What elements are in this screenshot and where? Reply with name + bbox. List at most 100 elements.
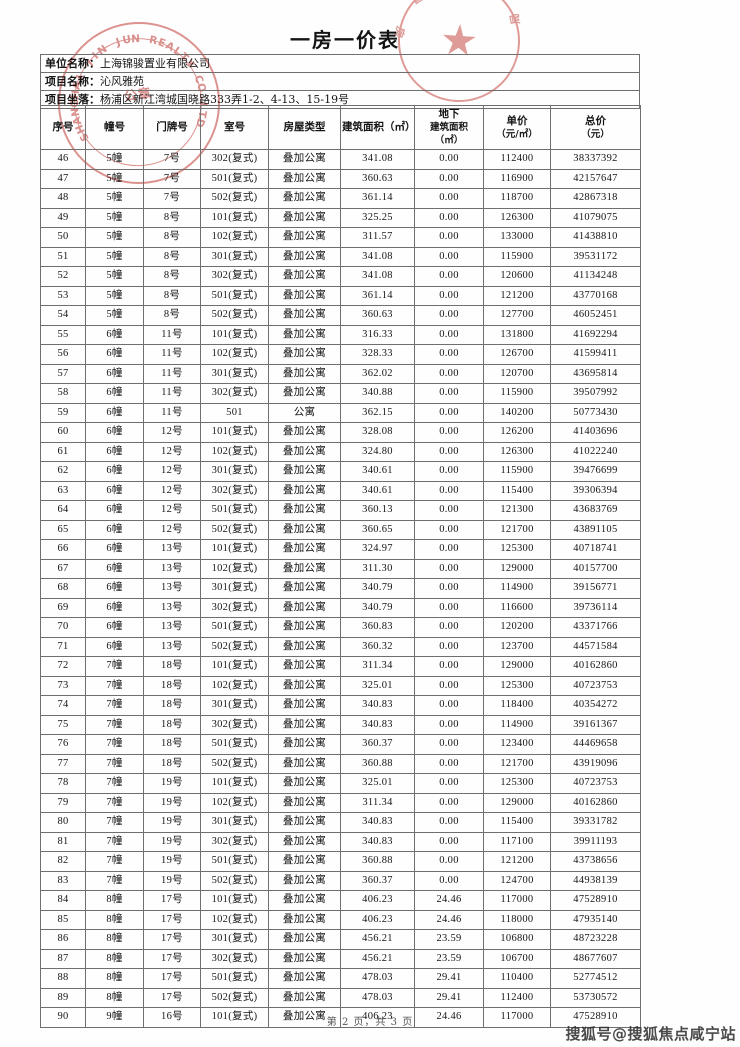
watermark-label: 搜狐号@搜狐焦点咸宁站 [565, 1025, 736, 1043]
cell-building: 5幢 [85, 168, 144, 189]
cell-total-price: 43770168 [550, 285, 641, 306]
cell-house-type: 叠加公寓 [268, 480, 341, 501]
cell-build-area: 406.23 [340, 890, 415, 911]
cell-room-number: 501(复式) [200, 617, 269, 638]
cell-total-price: 47528910 [550, 1007, 641, 1028]
cell-house-type: 叠加公寓 [268, 363, 341, 384]
cell-total-price: 39476699 [550, 461, 641, 482]
cell-building: 6幢 [85, 558, 144, 579]
cell-door-number: 7号 [143, 188, 201, 209]
cell-house-type: 公寓 [268, 402, 341, 423]
cell-underground-area: 29.41 [414, 968, 484, 989]
cell-house-type: 叠加公寓 [268, 285, 341, 306]
table-row: 46 5幢 7号 302(复式) 叠加公寓 341.08 0.00 112400 3833739… [40, 149, 641, 170]
cell-build-area: 406.23 [340, 909, 415, 930]
cell-room-number: 302(复式) [200, 149, 269, 170]
cell-house-type: 叠加公寓 [268, 578, 341, 599]
cell-door-number: 18号 [143, 695, 201, 716]
cell-unit-price: 120200 [483, 617, 551, 638]
cell-unit-price: 123700 [483, 636, 551, 657]
cell-build-area: 341.08 [340, 266, 415, 287]
cell-underground-area: 0.00 [414, 519, 484, 540]
col-header-total-price: 总价 （元） [550, 105, 641, 150]
cell-build-area: 478.03 [340, 968, 415, 989]
cell-build-area: 325.01 [340, 773, 415, 794]
cell-house-type: 叠加公寓 [268, 246, 341, 267]
cell-building: 7幢 [85, 831, 144, 852]
cell-building: 8幢 [85, 929, 144, 950]
cell-building: 6幢 [85, 480, 144, 501]
cell-house-type: 叠加公寓 [268, 519, 341, 540]
cell-unit-price: 110400 [483, 968, 551, 989]
cell-total-price: 43919096 [550, 753, 641, 774]
cell-index: 63 [40, 480, 86, 501]
page-number-footer: 第 2 页，共 3 页 [326, 1017, 414, 1028]
cell-build-area: 340.83 [340, 714, 415, 735]
cell-house-type: 叠加公寓 [268, 734, 341, 755]
cell-house-type: 叠加公寓 [268, 168, 341, 189]
col-header-door-number: 门牌号 [143, 105, 201, 150]
cell-building: 5幢 [85, 305, 144, 326]
cell-index: 81 [40, 831, 86, 852]
project-info-table: 单位名称：上海锦骏置业有限公司 项目名称：沁风雅苑 项目坐落：杨浦区新江湾城国晓… [40, 54, 640, 109]
info-cell-project-name: 项目名称：沁风雅苑 [40, 72, 640, 91]
cell-door-number: 17号 [143, 948, 201, 969]
cell-building: 7幢 [85, 714, 144, 735]
cell-build-area: 311.34 [340, 656, 415, 677]
cell-house-type: 叠加公寓 [268, 344, 341, 365]
cell-door-number: 13号 [143, 539, 201, 560]
cell-unit-price: 126200 [483, 422, 551, 443]
table-row: 86 8幢 17号 301(复式) 叠加公寓 456.21 23.59 106800 48723… [40, 929, 641, 950]
cell-building: 7幢 [85, 753, 144, 774]
cell-underground-area: 0.00 [414, 597, 484, 618]
cell-room-number: 302(复式) [200, 714, 269, 735]
cell-underground-area: 24.46 [414, 890, 484, 911]
cell-door-number: 17号 [143, 890, 201, 911]
cell-unit-price: 115400 [483, 812, 551, 833]
cell-building: 8幢 [85, 987, 144, 1008]
cell-house-type: 叠加公寓 [268, 812, 341, 833]
cell-unit-price: 118400 [483, 695, 551, 716]
cell-total-price: 46052451 [550, 305, 641, 326]
cell-house-type: 叠加公寓 [268, 383, 341, 404]
cell-build-area: 362.15 [340, 402, 415, 423]
cell-underground-area: 24.46 [414, 909, 484, 930]
cell-house-type: 叠加公寓 [268, 695, 341, 716]
table-row: 67 6幢 13号 102(复式) 叠加公寓 311.30 0.00 129000 401577… [40, 558, 641, 579]
cell-building: 7幢 [85, 675, 144, 696]
cell-underground-area: 0.00 [414, 539, 484, 560]
cell-building: 7幢 [85, 812, 144, 833]
cell-door-number: 12号 [143, 519, 201, 540]
cell-room-number: 102(复式) [200, 441, 269, 462]
cell-building: 7幢 [85, 851, 144, 872]
cell-door-number: 12号 [143, 461, 201, 482]
table-row: 69 6幢 13号 302(复式) 叠加公寓 340.79 0.00 116600 397361… [40, 597, 641, 618]
cell-room-number: 102(复式) [200, 227, 269, 248]
cell-unit-price: 121700 [483, 519, 551, 540]
cell-room-number: 101(复式) [200, 207, 269, 228]
col-header-house-type-label: 房屋类型 [283, 121, 326, 133]
table-row: 77 7幢 18号 502(复式) 叠加公寓 360.88 0.00 121700 439190… [40, 753, 641, 774]
cell-index: 87 [40, 948, 86, 969]
cell-building: 6幢 [85, 344, 144, 365]
table-row: 88 8幢 17号 501(复式) 叠加公寓 478.03 29.41 110400 52774… [40, 968, 641, 989]
price-list-table: 序号 幢号 门牌号 室号 房屋类型 建筑面积（㎡） 地下 建筑面积 （㎡） 单价… [40, 105, 641, 1028]
cell-building: 6幢 [85, 500, 144, 521]
cell-underground-area: 0.00 [414, 441, 484, 462]
cell-underground-area: 0.00 [414, 285, 484, 306]
table-row: 87 8幢 17号 302(复式) 叠加公寓 456.21 23.59 106700 48677… [40, 948, 641, 969]
cell-underground-area: 0.00 [414, 227, 484, 248]
cell-underground-area: 0.00 [414, 149, 484, 170]
cell-index: 53 [40, 285, 86, 306]
cell-total-price: 48723228 [550, 929, 641, 950]
cell-room-number: 302(复式) [200, 597, 269, 618]
table-row: 76 7幢 18号 501(复式) 叠加公寓 360.37 0.00 123400 444696… [40, 734, 641, 755]
cell-total-price: 38337392 [550, 149, 641, 170]
info-row: 项目名称：沁风雅苑 [40, 72, 640, 91]
cell-room-number: 502(复式) [200, 188, 269, 209]
cell-index: 64 [40, 500, 86, 521]
cell-total-price: 53730572 [550, 987, 641, 1008]
cell-room-number: 501(复式) [200, 734, 269, 755]
cell-house-type: 叠加公寓 [268, 266, 341, 287]
cell-door-number: 12号 [143, 480, 201, 501]
